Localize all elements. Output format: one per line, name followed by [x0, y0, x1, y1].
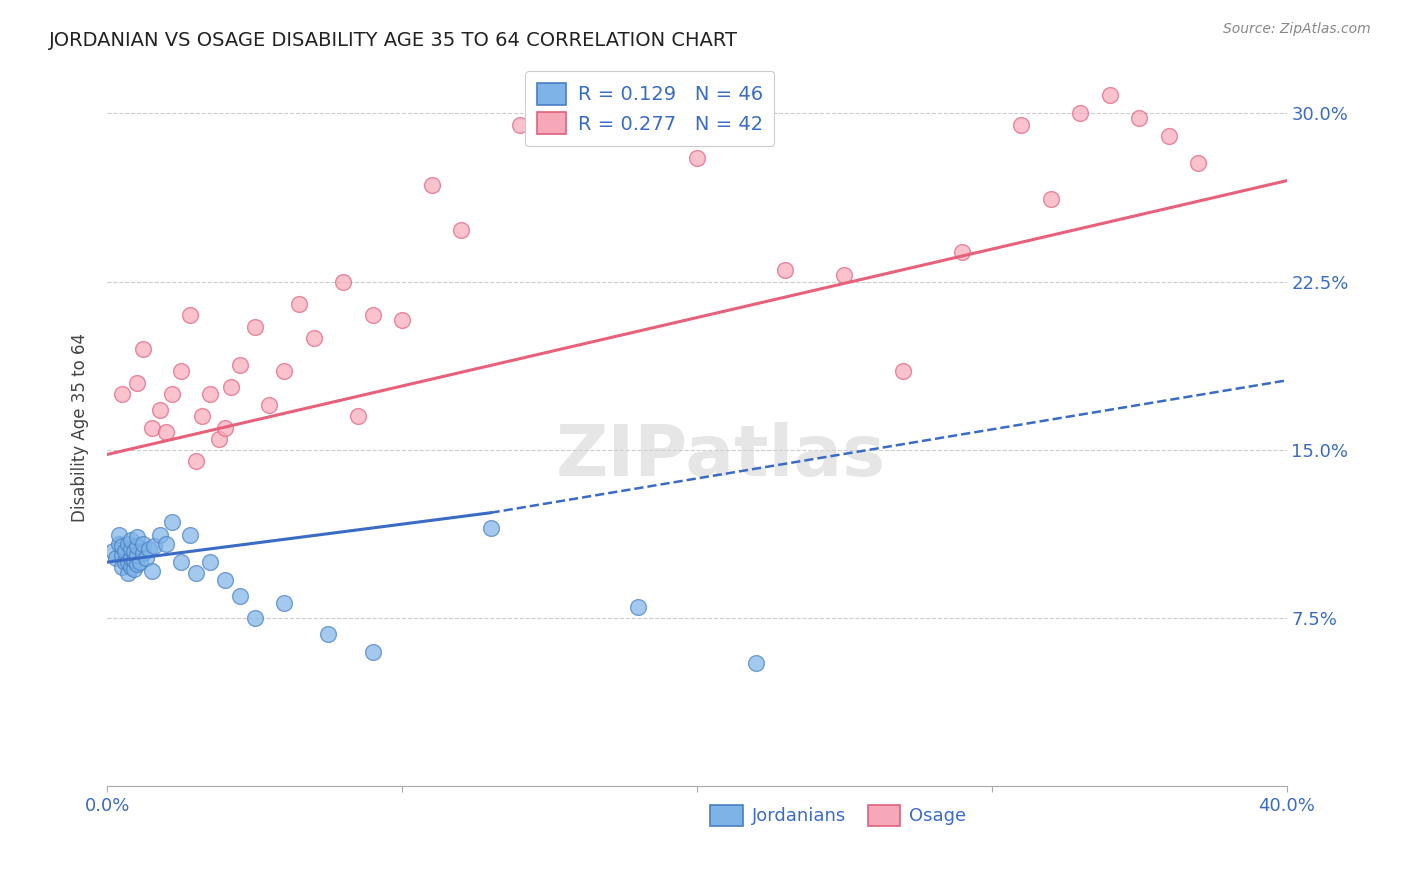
- Point: [243, 319, 266, 334]
- Point: [120, 559, 142, 574]
- Point: [184, 454, 207, 468]
- Point: [179, 528, 201, 542]
- Point: [243, 611, 266, 625]
- Text: Source: ZipAtlas.com: Source: ZipAtlas.com: [1223, 22, 1371, 37]
- Point: [361, 308, 384, 322]
- Point: [214, 573, 236, 587]
- Point: [120, 541, 142, 556]
- Point: [302, 331, 325, 345]
- Point: [391, 313, 413, 327]
- Point: [598, 84, 620, 98]
- Point: [149, 528, 172, 542]
- Point: [1157, 128, 1180, 143]
- Point: [117, 566, 139, 581]
- Point: [155, 425, 177, 439]
- Point: [450, 223, 472, 237]
- Point: [686, 151, 709, 165]
- Point: [135, 550, 157, 565]
- Point: [155, 537, 177, 551]
- Point: [1128, 111, 1150, 125]
- Point: [208, 432, 231, 446]
- Point: [1069, 106, 1091, 120]
- Point: [122, 544, 145, 558]
- Point: [200, 387, 222, 401]
- Point: [117, 537, 139, 551]
- Point: [1187, 155, 1209, 169]
- Point: [229, 358, 252, 372]
- Point: [143, 540, 166, 554]
- Point: [509, 118, 531, 132]
- Point: [214, 420, 236, 434]
- Point: [288, 297, 311, 311]
- Text: ZIPatlas: ZIPatlas: [555, 422, 886, 491]
- Point: [1039, 192, 1062, 206]
- Point: [114, 544, 136, 558]
- Point: [131, 537, 153, 551]
- Point: [125, 376, 148, 390]
- Point: [141, 564, 163, 578]
- Point: [125, 558, 148, 572]
- Text: JORDANIAN VS OSAGE DISABILITY AGE 35 TO 64 CORRELATION CHART: JORDANIAN VS OSAGE DISABILITY AGE 35 TO …: [49, 31, 738, 50]
- Point: [131, 342, 153, 356]
- Point: [479, 521, 502, 535]
- Point: [190, 409, 212, 424]
- Point: [128, 555, 150, 569]
- Point: [200, 555, 222, 569]
- Point: [111, 387, 134, 401]
- Point: [627, 599, 650, 614]
- Point: [103, 544, 125, 558]
- Point: [138, 541, 160, 556]
- Point: [179, 308, 201, 322]
- Point: [775, 263, 797, 277]
- Point: [122, 562, 145, 576]
- Point: [120, 533, 142, 547]
- Point: [361, 645, 384, 659]
- Point: [108, 528, 131, 542]
- Point: [1010, 118, 1032, 132]
- Point: [111, 549, 134, 563]
- Point: [125, 531, 148, 545]
- Point: [184, 566, 207, 581]
- Point: [149, 402, 172, 417]
- Point: [111, 540, 134, 554]
- Point: [347, 409, 370, 424]
- Point: [745, 656, 768, 670]
- Point: [114, 555, 136, 569]
- Point: [219, 380, 242, 394]
- Point: [122, 553, 145, 567]
- Point: [834, 268, 856, 282]
- Point: [170, 364, 193, 378]
- Point: [1098, 88, 1121, 103]
- Point: [170, 555, 193, 569]
- Point: [538, 102, 561, 116]
- Point: [318, 627, 340, 641]
- Point: [125, 549, 148, 563]
- Y-axis label: Disability Age 35 to 64: Disability Age 35 to 64: [72, 333, 89, 522]
- Point: [332, 275, 354, 289]
- Point: [105, 550, 128, 565]
- Point: [111, 559, 134, 574]
- Point: [120, 550, 142, 565]
- Point: [891, 364, 914, 378]
- Legend: Jordanians, Osage: Jordanians, Osage: [702, 796, 976, 835]
- Point: [950, 245, 973, 260]
- Point: [273, 595, 295, 609]
- Point: [125, 540, 148, 554]
- Point: [160, 515, 183, 529]
- Point: [131, 546, 153, 560]
- Point: [117, 555, 139, 569]
- Point: [108, 537, 131, 551]
- Point: [160, 387, 183, 401]
- Point: [229, 589, 252, 603]
- Point: [273, 364, 295, 378]
- Point: [420, 178, 443, 193]
- Point: [141, 420, 163, 434]
- Point: [259, 398, 281, 412]
